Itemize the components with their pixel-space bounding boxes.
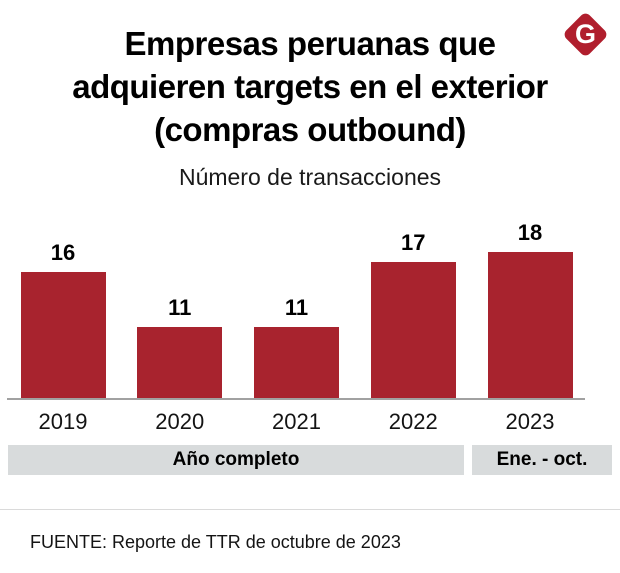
x-tick-2023: 2023 [505,409,555,434]
x-tick-2020: 2020 [155,409,205,434]
x-axis-line [7,398,585,400]
chart-subtitle: Número de transacciones [178,164,442,190]
bar-2019 [20,272,106,398]
period-band-2: Ene. - oct. [472,445,612,475]
x-tick-2019: 2019 [38,409,88,434]
period-band-1: Año completo [8,445,464,475]
source-note: FUENTE: Reporte de TTR de octubre de 202… [30,532,401,552]
chart-title: Empresas peruanas que adquieren targets … [0,22,620,151]
bar-2023 [487,252,573,398]
bar-value-2023: 18 [517,220,543,245]
bar-value-2021: 11 [284,295,309,320]
chart-title-line-2: adquieren targets en el exterior [72,68,548,105]
bar-2020 [137,327,223,398]
bar-2021 [254,327,339,398]
bar-value-2019: 16 [50,240,76,265]
bar-value-2022: 17 [401,230,426,255]
footer-divider [0,509,620,510]
x-tick-2022: 2022 [388,409,438,434]
chart-title-line-1: Empresas peruanas que [124,25,497,62]
bar-value-2020: 11 [168,295,192,320]
x-tick-2021: 2021 [272,409,321,434]
bar-2022 [370,262,456,398]
chart-title-line-3: (compras outbound) [154,111,466,148]
